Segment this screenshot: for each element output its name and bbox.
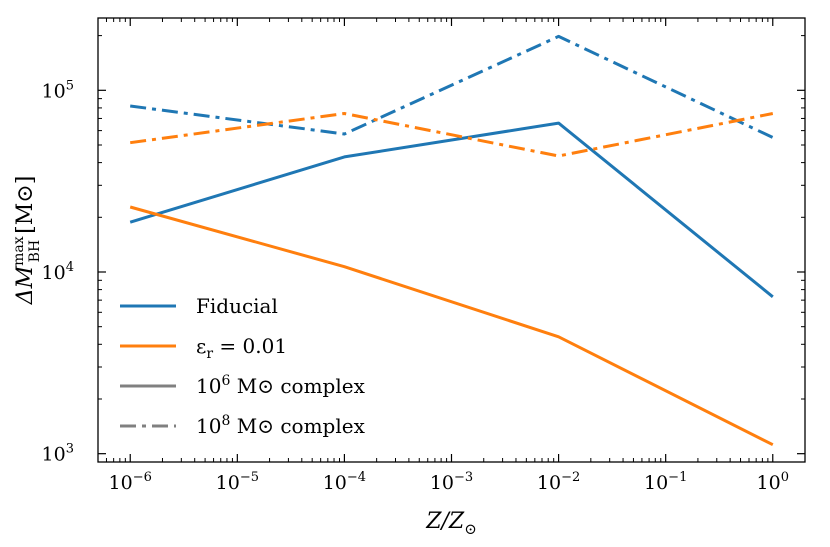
x-tick-label: 10−5: [216, 470, 259, 494]
ticks-layer: 10−6 10−5 10−4 10−3 10−2 10−1 100 103 104 105: [42, 18, 805, 494]
series-line-2: [129, 205, 774, 447]
x-axis-label: Z/Z⊙: [425, 509, 477, 538]
legend-label-0: Fiducial: [196, 294, 278, 318]
series-line-1: [130, 34, 774, 139]
x-tick-label: 10−6: [109, 470, 152, 494]
x-tick-label: 10−3: [430, 470, 473, 494]
x-tick-label: 10−2: [537, 470, 580, 494]
y-tick-label: 104: [42, 260, 74, 284]
series-line-0: [129, 121, 774, 298]
legend-label-1: εr = 0.01: [196, 334, 287, 362]
x-tick-label: 10−4: [323, 470, 366, 494]
y-tick-label: 103: [42, 442, 74, 466]
x-tick-label: 10−1: [644, 470, 687, 494]
y-tick-label: 105: [42, 78, 74, 102]
axis-labels: Z/Z⊙ ΔMmaxBH[M⊙]: [11, 176, 477, 538]
minor-ticks: [97, 18, 806, 463]
legend-label-2: 106 M⊙ complex: [196, 373, 366, 398]
x-tick-label: 100: [757, 470, 789, 494]
plot-frame: [97, 17, 806, 463]
series-layer: [129, 34, 774, 447]
y-axis-label: ΔMmaxBH[M⊙]: [11, 176, 43, 306]
series-line-3: [129, 112, 774, 158]
legend-label-3: 108 M⊙ complex: [196, 413, 366, 438]
legend: Fiducial εr = 0.01 106 M⊙ complex 108 M⊙ co…: [120, 294, 366, 438]
